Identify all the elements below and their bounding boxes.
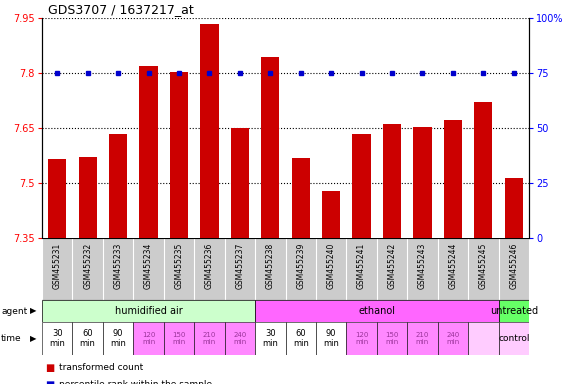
Bar bbox=[498, 322, 529, 355]
Text: 210
min: 210 min bbox=[203, 332, 216, 345]
Text: GSM455243: GSM455243 bbox=[418, 243, 427, 289]
Text: GSM455242: GSM455242 bbox=[388, 243, 396, 289]
Text: 120
min: 120 min bbox=[355, 332, 368, 345]
Bar bbox=[42, 300, 255, 322]
Text: percentile rank within the sample: percentile rank within the sample bbox=[59, 380, 212, 384]
Text: GSM455245: GSM455245 bbox=[479, 243, 488, 289]
Bar bbox=[255, 300, 498, 322]
Text: GSM455235: GSM455235 bbox=[175, 243, 183, 289]
Text: time: time bbox=[1, 334, 22, 343]
Bar bbox=[347, 322, 377, 355]
Bar bbox=[170, 72, 188, 238]
Bar bbox=[224, 322, 255, 355]
Text: GSM455238: GSM455238 bbox=[266, 243, 275, 289]
Text: agent: agent bbox=[1, 306, 27, 316]
Text: GSM455239: GSM455239 bbox=[296, 243, 305, 289]
Bar bbox=[316, 322, 347, 355]
Bar bbox=[139, 66, 158, 238]
Bar bbox=[505, 178, 523, 238]
Text: ■: ■ bbox=[45, 380, 54, 384]
Text: GDS3707 / 1637217_at: GDS3707 / 1637217_at bbox=[48, 3, 194, 16]
Text: ethanol: ethanol bbox=[359, 306, 395, 316]
Bar bbox=[383, 124, 401, 238]
Bar bbox=[261, 57, 279, 238]
Bar bbox=[474, 102, 492, 238]
Text: 90
min: 90 min bbox=[110, 329, 126, 348]
Text: 240
min: 240 min bbox=[447, 332, 460, 345]
Text: ▶: ▶ bbox=[30, 334, 36, 343]
Text: GSM455234: GSM455234 bbox=[144, 243, 153, 289]
Text: 30
min: 30 min bbox=[262, 329, 278, 348]
Text: ▶: ▶ bbox=[30, 306, 36, 316]
Bar bbox=[352, 134, 371, 238]
Text: 90
min: 90 min bbox=[323, 329, 339, 348]
Bar bbox=[286, 322, 316, 355]
Bar bbox=[73, 322, 103, 355]
Bar bbox=[413, 127, 432, 238]
Bar bbox=[79, 157, 97, 238]
Text: 150
min: 150 min bbox=[172, 332, 186, 345]
Text: GSM455231: GSM455231 bbox=[53, 243, 62, 289]
Bar bbox=[438, 322, 468, 355]
Bar bbox=[103, 322, 133, 355]
Bar bbox=[133, 322, 164, 355]
Text: GSM455246: GSM455246 bbox=[509, 243, 518, 289]
Text: 210
min: 210 min bbox=[416, 332, 429, 345]
Text: 120
min: 120 min bbox=[142, 332, 155, 345]
Bar bbox=[231, 127, 249, 238]
Bar bbox=[109, 134, 127, 238]
Text: 60
min: 60 min bbox=[293, 329, 309, 348]
Bar bbox=[194, 322, 224, 355]
Bar bbox=[48, 159, 66, 238]
Bar bbox=[498, 300, 529, 322]
Bar bbox=[444, 119, 462, 238]
Text: 150
min: 150 min bbox=[385, 332, 399, 345]
Bar bbox=[255, 322, 286, 355]
Text: transformed count: transformed count bbox=[59, 362, 143, 372]
Bar bbox=[200, 23, 219, 238]
Text: GSM455244: GSM455244 bbox=[448, 243, 457, 289]
Text: untreated: untreated bbox=[490, 306, 538, 316]
Text: GSM455241: GSM455241 bbox=[357, 243, 366, 289]
Text: GSM455240: GSM455240 bbox=[327, 243, 336, 289]
Bar bbox=[292, 159, 310, 238]
Text: GSM455232: GSM455232 bbox=[83, 243, 92, 289]
Bar bbox=[164, 322, 194, 355]
Text: 240
min: 240 min bbox=[233, 332, 247, 345]
Bar bbox=[322, 191, 340, 238]
Text: 30
min: 30 min bbox=[49, 329, 65, 348]
Text: GSM455236: GSM455236 bbox=[205, 243, 214, 289]
Text: control: control bbox=[498, 334, 529, 343]
Text: GSM455233: GSM455233 bbox=[114, 243, 123, 289]
Bar bbox=[377, 322, 407, 355]
Text: humidified air: humidified air bbox=[115, 306, 182, 316]
Text: ■: ■ bbox=[45, 362, 54, 373]
Text: 60
min: 60 min bbox=[80, 329, 95, 348]
Text: GSM455237: GSM455237 bbox=[235, 243, 244, 289]
Bar bbox=[468, 322, 498, 355]
Bar bbox=[42, 322, 73, 355]
Bar bbox=[407, 322, 438, 355]
